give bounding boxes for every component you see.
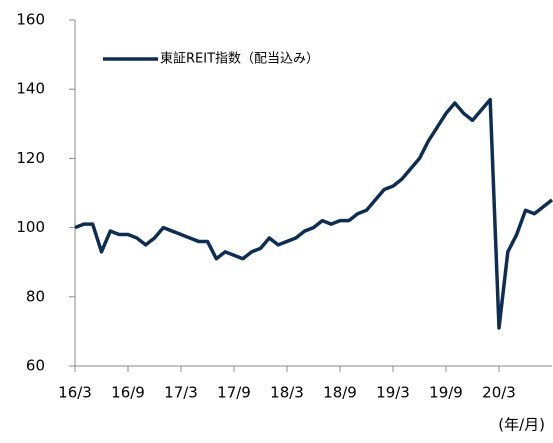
x-tick-label: 17/9 [217,384,251,402]
legend-label: 東証REIT指数（配当込み） [160,51,319,67]
x-tick-label: 16/9 [111,384,145,402]
y-tick-label: 160 [16,11,45,29]
y-tick-label: 120 [16,149,45,167]
x-tick-label: 20/3 [482,384,516,402]
x-tick-label: 18/9 [323,384,357,402]
x-tick-label: 16/3 [58,384,92,402]
y-tick-label: 60 [26,357,45,375]
x-tick-label: 18/3 [270,384,304,402]
x-tick-label: 19/9 [429,384,463,402]
y-tick-label: 80 [26,287,45,305]
x-tick-label: 17/3 [164,384,198,402]
y-tick-label: 100 [16,218,45,236]
data-line [74,97,553,330]
y-tick-label: 140 [16,80,45,98]
x-unit-label: (年/月) [498,416,545,434]
x-tick-label: 19/3 [376,384,410,402]
